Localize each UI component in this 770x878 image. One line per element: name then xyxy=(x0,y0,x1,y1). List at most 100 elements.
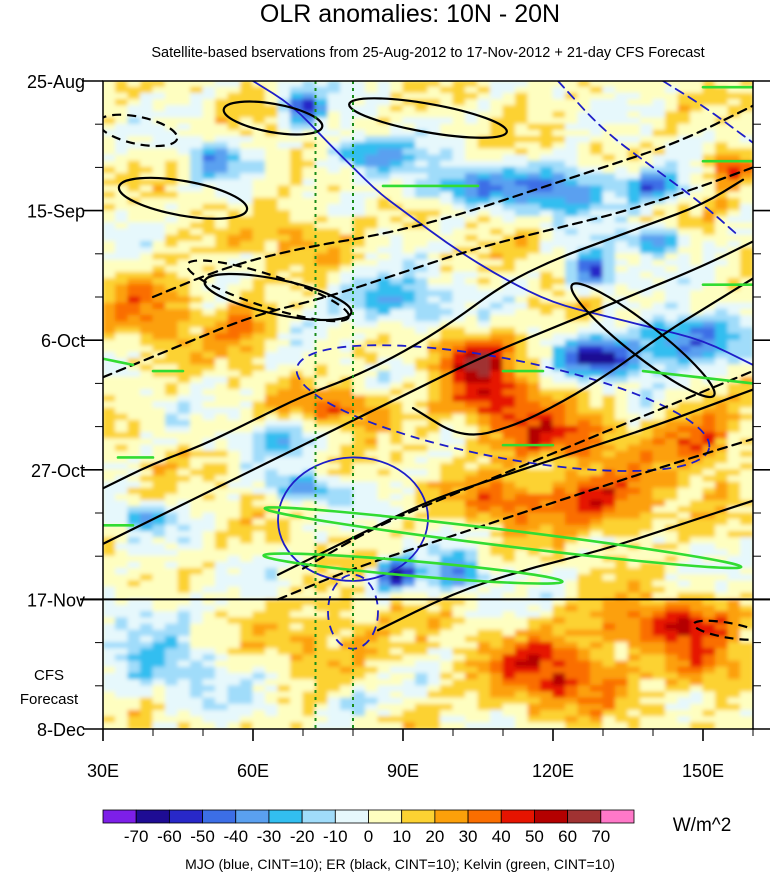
anomaly-cell xyxy=(252,345,266,354)
anomaly-cell xyxy=(390,197,404,205)
anomaly-cell xyxy=(690,111,704,119)
anomaly-cell xyxy=(440,296,454,304)
anomaly-cell xyxy=(427,99,441,107)
anomaly-cell xyxy=(690,666,704,674)
anomaly-cell xyxy=(702,271,716,279)
anomaly-cell xyxy=(402,561,416,570)
anomaly-cell xyxy=(502,148,516,156)
anomaly-cell xyxy=(115,549,129,557)
anomaly-cell xyxy=(103,524,116,533)
anomaly-cell xyxy=(465,629,479,637)
anomaly-cell xyxy=(727,463,741,471)
anomaly-cell xyxy=(377,222,391,230)
anomaly-cell xyxy=(577,129,591,138)
anomaly-cell xyxy=(502,123,516,131)
anomaly-cell xyxy=(390,419,404,428)
anomaly-cell xyxy=(115,426,129,434)
anomaly-cell xyxy=(690,296,704,304)
anomaly-cell xyxy=(502,315,516,323)
anomaly-cell xyxy=(340,592,354,600)
anomaly-cell xyxy=(352,635,366,644)
anomaly-cell xyxy=(515,426,529,434)
anomaly-cell xyxy=(215,240,229,249)
anomaly-cell xyxy=(390,518,404,526)
anomaly-cell xyxy=(352,450,366,458)
anomaly-cell xyxy=(440,549,454,557)
anomaly-cell xyxy=(402,154,416,162)
anomaly-cell xyxy=(640,185,654,193)
anomaly-cell xyxy=(677,290,691,298)
anomaly-cell xyxy=(140,117,154,125)
anomaly-cell xyxy=(265,666,279,674)
anomaly-cell xyxy=(127,105,141,113)
anomaly-cell xyxy=(103,86,116,94)
anomaly-cell xyxy=(427,327,441,335)
anomaly-cell xyxy=(290,166,304,175)
anomaly-cell xyxy=(565,469,579,477)
anomaly-cell xyxy=(702,222,716,230)
anomaly-cell xyxy=(252,555,266,563)
anomaly-cell xyxy=(702,660,716,668)
anomaly-cell xyxy=(402,370,416,378)
anomaly-cell xyxy=(390,339,404,347)
anomaly-cell xyxy=(602,277,616,286)
anomaly-cell xyxy=(202,395,216,403)
anomaly-cell xyxy=(340,475,354,483)
anomaly-cell xyxy=(302,358,316,366)
anomaly-cell xyxy=(365,148,379,156)
anomaly-cell xyxy=(290,222,304,230)
anomaly-cell xyxy=(702,92,716,101)
anomaly-cell xyxy=(302,543,316,551)
anomaly-cell xyxy=(377,247,391,255)
anomaly-cell xyxy=(440,179,454,187)
anomaly-cell xyxy=(527,284,541,292)
anomaly-cell xyxy=(190,321,204,329)
anomaly-cell xyxy=(140,308,154,317)
anomaly-cell xyxy=(565,265,579,273)
anomaly-cell xyxy=(202,493,216,502)
anomaly-cell xyxy=(565,315,579,323)
anomaly-cell xyxy=(265,537,279,545)
anomaly-cell xyxy=(140,389,154,397)
anomaly-cell xyxy=(103,129,116,138)
anomaly-cell xyxy=(115,518,129,526)
anomaly-cell xyxy=(227,413,241,421)
anomaly-cell xyxy=(215,648,229,656)
anomaly-cell xyxy=(127,629,141,637)
anomaly-cell xyxy=(502,456,516,465)
anomaly-cell xyxy=(177,487,191,495)
anomaly-cell xyxy=(490,284,504,292)
anomaly-cell xyxy=(190,105,204,113)
anomaly-cell xyxy=(627,450,641,458)
anomaly-cell xyxy=(552,518,566,526)
anomaly-cell xyxy=(452,407,466,415)
anomaly-cell xyxy=(440,598,454,607)
anomaly-cell xyxy=(477,136,491,144)
anomaly-cell xyxy=(440,271,454,279)
anomaly-cell xyxy=(340,166,354,175)
anomaly-cell xyxy=(602,598,616,607)
anomaly-cell xyxy=(165,617,179,625)
anomaly-cell xyxy=(103,561,116,570)
anomaly-cell xyxy=(465,382,479,391)
anomaly-cell xyxy=(540,592,554,600)
anomaly-cell xyxy=(190,290,204,298)
anomaly-cell xyxy=(227,586,241,594)
anomaly-cell xyxy=(302,568,316,576)
anomaly-cell xyxy=(302,395,316,403)
anomaly-cell xyxy=(227,173,241,181)
anomaly-cell xyxy=(215,197,229,205)
anomaly-cell xyxy=(227,259,241,267)
anomaly-cell xyxy=(502,531,516,539)
anomaly-cell xyxy=(615,160,629,168)
anomaly-cell xyxy=(465,339,479,347)
anomaly-cell xyxy=(327,382,341,391)
anomaly-cell xyxy=(202,469,216,477)
anomaly-cell xyxy=(202,376,216,384)
anomaly-cell xyxy=(165,531,179,539)
anomaly-cell xyxy=(552,382,566,391)
anomaly-cell xyxy=(465,166,479,175)
anomaly-cell xyxy=(427,531,441,539)
anomaly-cell xyxy=(727,191,741,199)
anomaly-cell xyxy=(677,463,691,471)
